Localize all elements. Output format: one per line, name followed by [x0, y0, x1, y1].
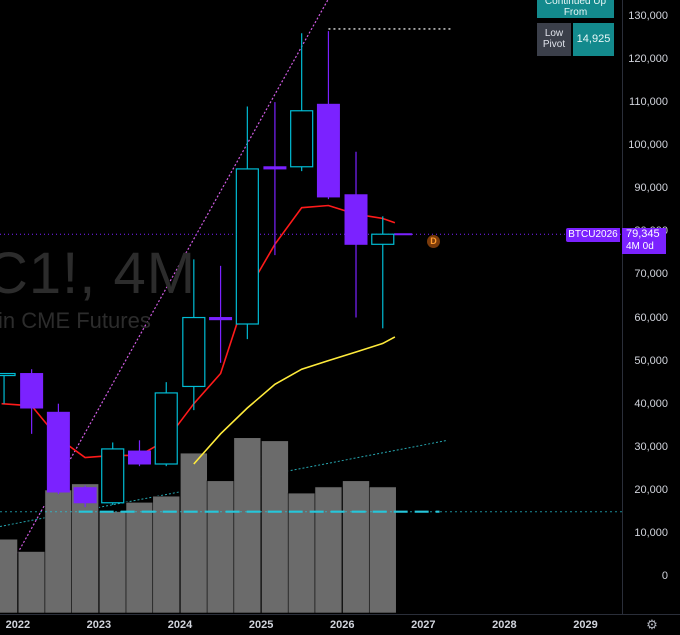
price-tick-label: 60,000 — [634, 311, 668, 324]
candle-body-14 — [371, 233, 395, 245]
price-tick-label: 50,000 — [634, 354, 668, 367]
candle-body-2 — [46, 411, 70, 493]
last-price-value: 79,345 — [626, 228, 660, 240]
price-tick-label: 10,000 — [634, 526, 668, 539]
pivot-label-panel: Continued Up From Low Pivot 14,925 — [537, 0, 614, 57]
volume-bar-14 — [368, 486, 397, 614]
time-tick-label: 2028 — [492, 619, 517, 631]
candle-body-0 — [0, 372, 16, 377]
candle-body-6 — [154, 392, 178, 465]
last-price-tag: 79,345 4M 0d — [622, 228, 666, 254]
candle-body-3 — [73, 487, 97, 504]
candle-body-1 — [20, 373, 44, 409]
price-tick-label: 40,000 — [634, 397, 668, 410]
price-tick-label: 90,000 — [634, 182, 668, 195]
candle-body-12 — [316, 103, 340, 198]
price-tick-label: 120,000 — [628, 53, 668, 66]
time-tick-label: 2027 — [411, 619, 436, 631]
pivot-value: 14,925 — [573, 23, 614, 56]
price-tick-label: 130,000 — [628, 10, 668, 22]
candle-body-4 — [101, 448, 125, 504]
volume-bar-8 — [206, 480, 235, 614]
bar-countdown: 4M 0d — [626, 241, 654, 252]
price-tick-label: 100,000 — [628, 139, 668, 152]
price-tick-label: 20,000 — [634, 483, 668, 496]
volume-bar-2 — [44, 489, 73, 614]
pivot-title: Continued Up From — [537, 0, 614, 18]
volume-bar-7 — [180, 452, 208, 614]
candle-body-8 — [209, 317, 233, 321]
volume-bar-5 — [125, 501, 154, 614]
time-tick-label: 2025 — [248, 619, 274, 631]
volume-bar-13 — [342, 480, 370, 614]
volume-bar-1 — [17, 551, 46, 614]
gear-icon[interactable]: ⚙ — [646, 617, 658, 632]
volume-bar-12 — [314, 486, 343, 614]
volume-bar-6 — [152, 495, 181, 614]
time-tick-label: 2022 — [5, 619, 31, 631]
candle-body-9 — [235, 168, 259, 325]
volume-bar-10 — [261, 440, 289, 614]
trendline-magenta — [0, 0, 329, 585]
time-tick-label: 2024 — [167, 619, 193, 631]
moving-average-yellow — [193, 336, 396, 465]
dividend-marker[interactable]: D — [427, 235, 440, 248]
time-tick-label: 2026 — [329, 619, 355, 631]
volume-bar-0 — [0, 538, 18, 614]
price-tick-label: 110,000 — [629, 96, 668, 109]
moving-average-red — [1, 204, 396, 459]
candle-body-5 — [127, 450, 151, 465]
price-tick-label: 70,000 — [634, 268, 668, 281]
time-tick-label: 2029 — [573, 619, 598, 631]
volume-bar-11 — [287, 492, 316, 614]
candle-body-11 — [290, 110, 314, 168]
symbol-price-tag: BTCU2026 — [566, 228, 620, 242]
candle-body-10 — [263, 166, 287, 170]
candle-body-7 — [182, 316, 206, 388]
pivot-label: Low Pivot — [537, 23, 571, 56]
time-tick-label: 2023 — [86, 619, 112, 631]
volume-bar-4 — [98, 511, 127, 614]
volume-bar-9 — [233, 437, 262, 614]
price-tick-label: 30,000 — [634, 440, 668, 453]
candle-body-13 — [344, 194, 368, 245]
price-tick-label: 0 — [661, 570, 668, 582]
